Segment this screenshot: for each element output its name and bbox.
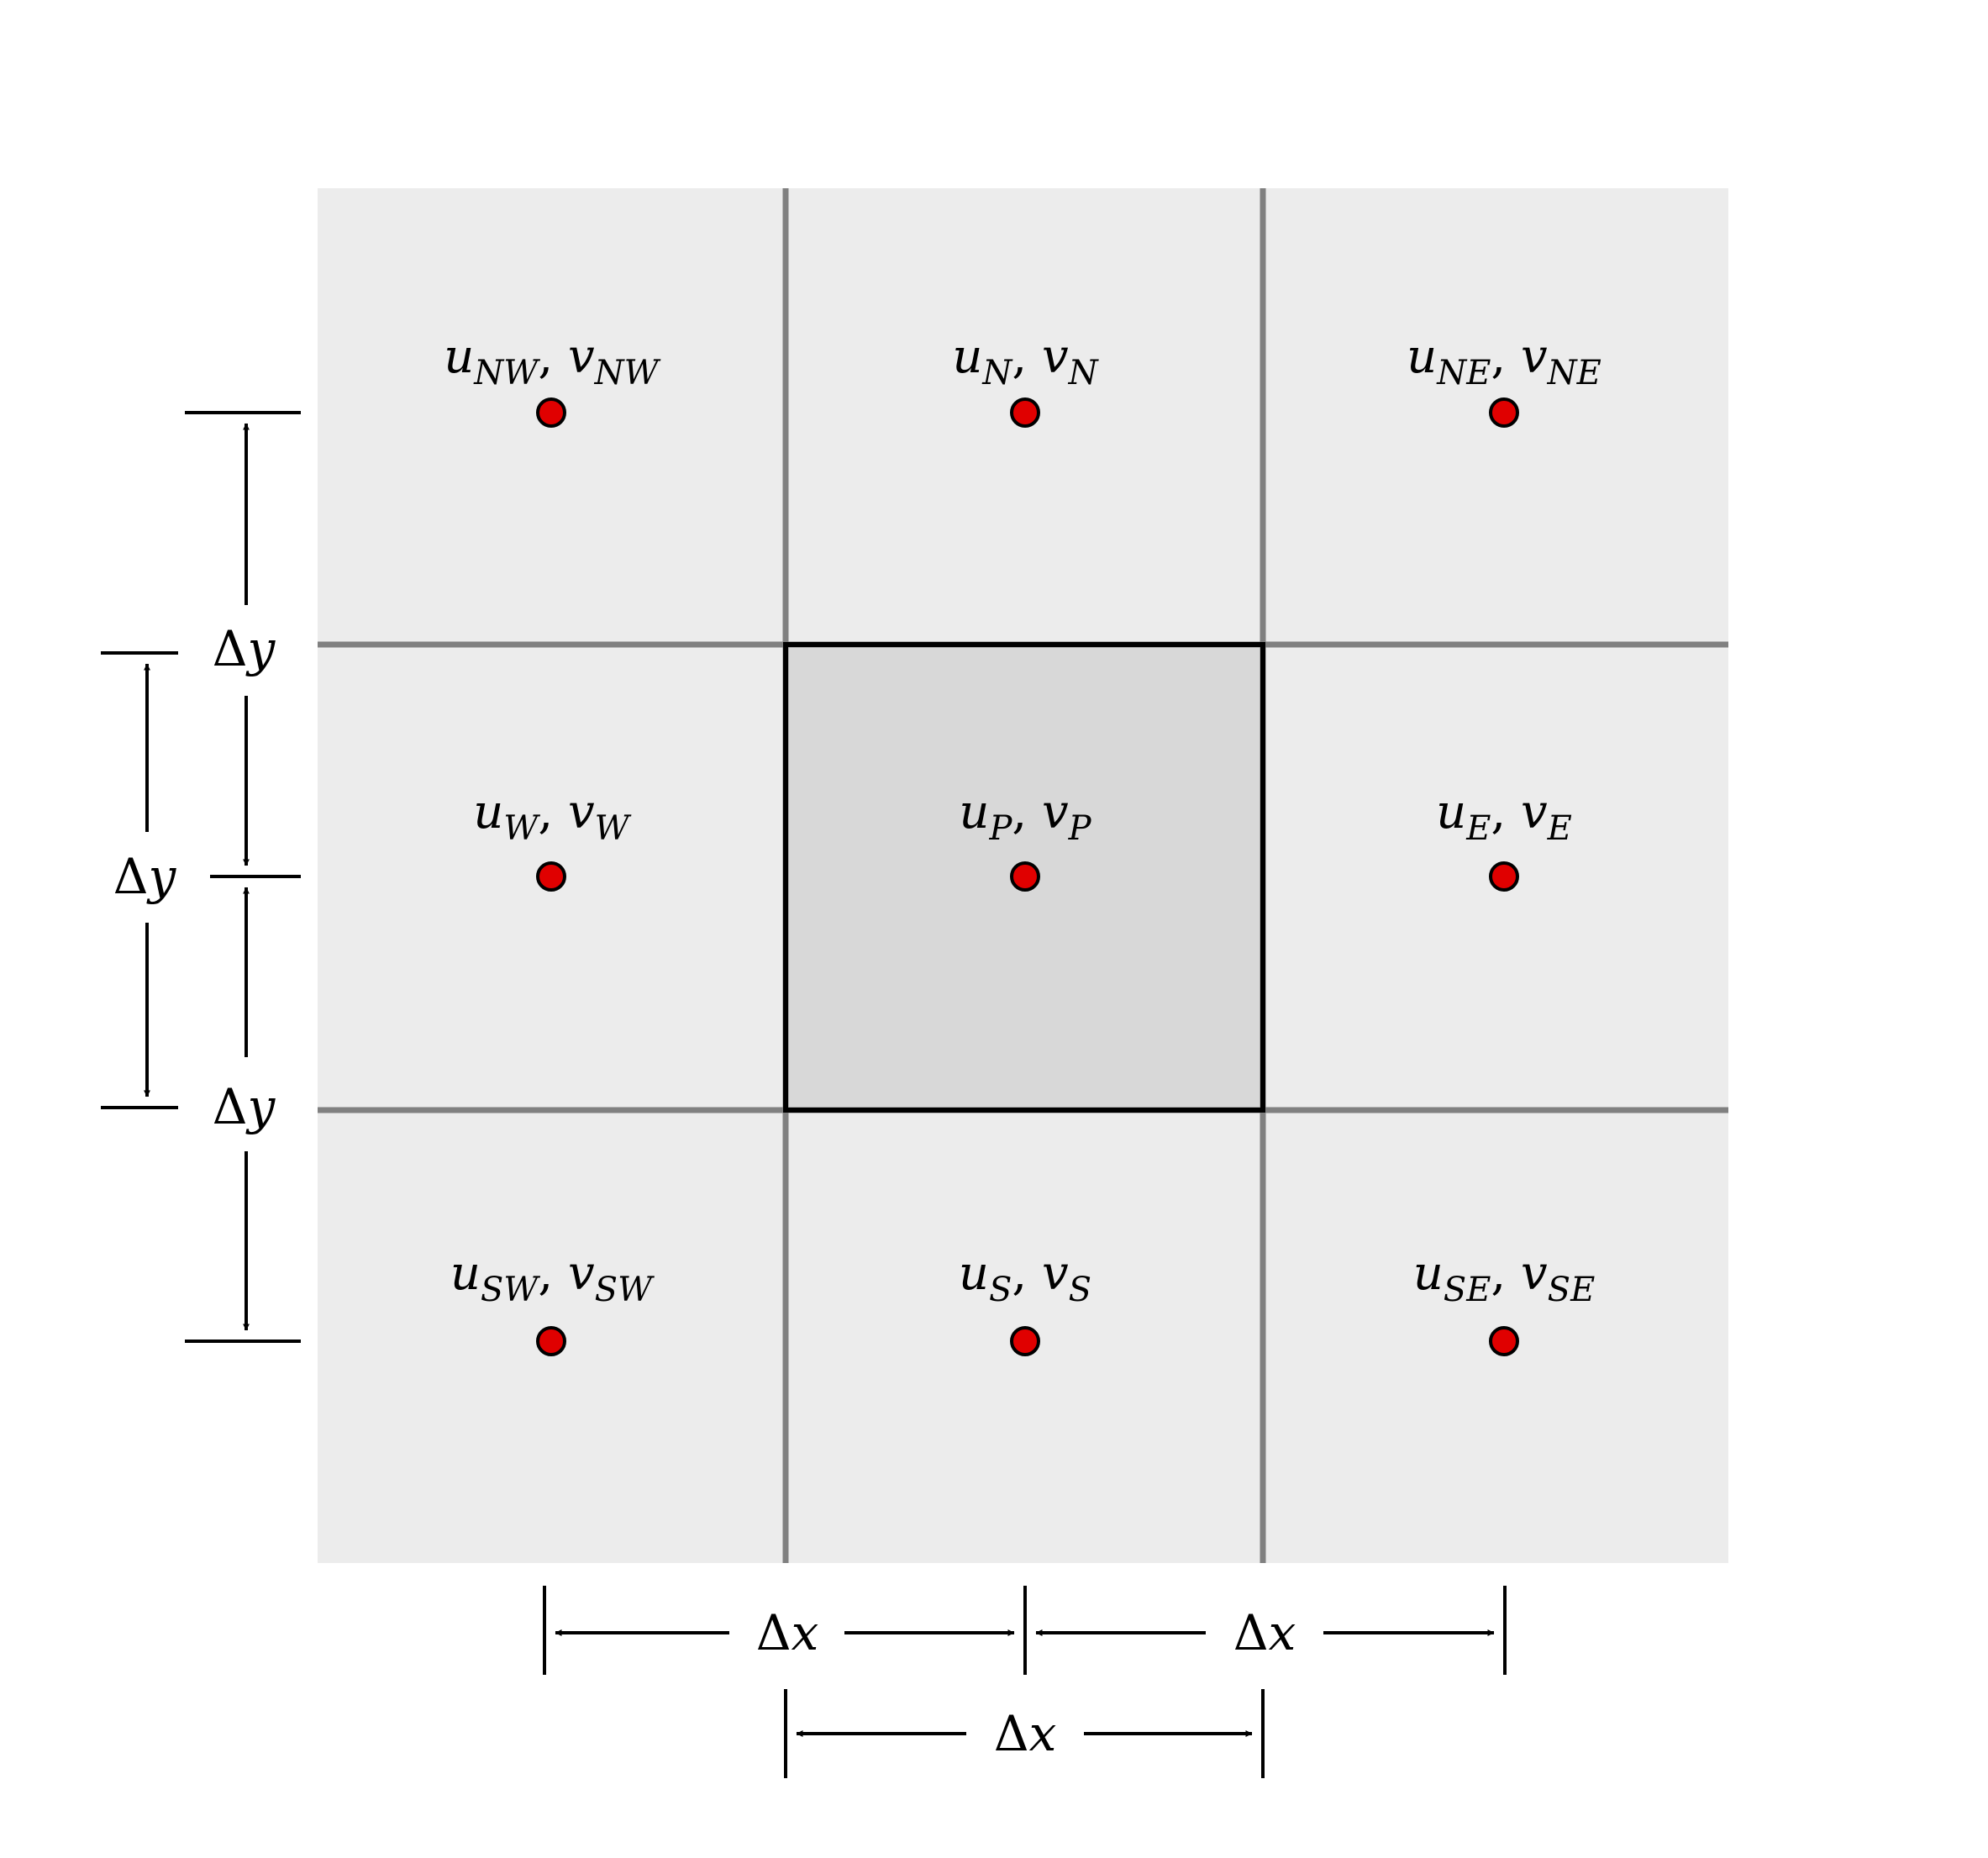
node-point-se [1489, 1326, 1519, 1356]
cell-nodes: uNW, vNW uN, vN uNE, vNE uW, vW uP, vP uE, vE… [444, 329, 1601, 1356]
y-dimension-label-middle: Δy [113, 848, 177, 905]
node-point-nw [536, 397, 566, 428]
cell-label-nw: uNW, vNW [444, 329, 660, 392]
cell-label-e: uE, vE [1436, 785, 1572, 848]
cell-label-ne: uNE, vNE [1407, 329, 1601, 392]
node-point-sw [536, 1326, 566, 1356]
cell-p: uP, vP [959, 785, 1092, 892]
cell-label-se: uSE, vSE [1413, 1246, 1596, 1309]
x-dimensions: Δx Δx Δx [543, 1586, 1507, 1778]
x-dimension-label-center: Δx [994, 1705, 1057, 1762]
cell-s: uS, vS [959, 1246, 1091, 1356]
cell-label-sw: uSW, vSW [450, 1246, 655, 1309]
center-cell-border [783, 642, 1265, 1113]
x-dimension-label-left: Δx [756, 1604, 819, 1661]
y-dimension-label-upper: Δy [213, 620, 276, 677]
y-dimensions: Δy Δy Δy [101, 411, 301, 1343]
node-point-w [536, 861, 566, 892]
node-point-n [1010, 397, 1040, 428]
node-point-ne [1489, 397, 1519, 428]
cell-ne: uNE, vNE [1407, 329, 1601, 428]
cell-label-n: uN, vN [952, 329, 1099, 392]
x-dimension-label-right: Δx [1233, 1604, 1296, 1661]
cell-nw: uNW, vNW [444, 329, 661, 428]
cell-sw: uSW, vSW [450, 1246, 655, 1356]
y-dimension-label-lower: Δy [213, 1078, 276, 1135]
cell-label-w: uW, vW [473, 785, 631, 848]
node-point-e [1489, 861, 1519, 892]
cell-se: uSE, vSE [1413, 1246, 1596, 1356]
cell-e: uE, vE [1436, 785, 1572, 892]
node-point-p [1010, 861, 1040, 892]
node-point-s [1010, 1326, 1040, 1356]
cell-label-p: uP, vP [959, 785, 1091, 848]
cell-w: uW, vW [473, 785, 632, 892]
cell-label-s: uS, vS [959, 1246, 1091, 1309]
cell-n: uN, vN [952, 329, 1100, 428]
